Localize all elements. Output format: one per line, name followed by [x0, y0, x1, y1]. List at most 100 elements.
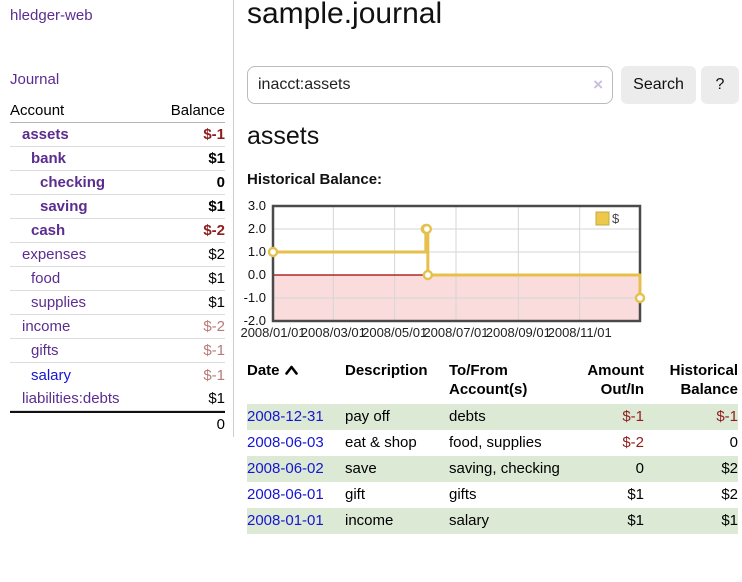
sidebar-account-balance: $1	[208, 294, 225, 311]
sidebar-account-link[interactable]: checking	[40, 174, 106, 191]
transaction-date-link[interactable]: 2008-06-03	[247, 434, 324, 451]
help-button[interactable]: ?	[701, 66, 739, 104]
transaction-description: eat & shop	[345, 434, 417, 451]
sidebar-account-row: bank $1	[10, 147, 225, 171]
sidebar-account-balance: $1	[208, 198, 225, 215]
sidebar-account-link[interactable]: food	[31, 270, 61, 287]
svg-text:-2.0: -2.0	[244, 313, 266, 328]
sidebar-item-journal[interactable]: Journal	[10, 71, 60, 88]
sidebar-account-row: assets $-1	[10, 123, 225, 147]
register-header-row: Date Description To/From Account(s) Amou…	[247, 361, 738, 404]
transaction-amount: $1	[627, 512, 644, 529]
chart-title: Historical Balance:	[247, 171, 383, 188]
app-brand-link[interactable]: hledger-web	[10, 7, 93, 24]
sidebar-account-link[interactable]: gifts	[31, 342, 59, 359]
sidebar-account-link[interactable]: saving	[40, 198, 88, 215]
account-column-header: Account	[10, 102, 65, 119]
transaction-amount: $-1	[622, 408, 644, 425]
transaction-description: save	[345, 460, 377, 477]
transaction-balance: $1	[721, 512, 738, 529]
clear-search-icon[interactable]: ×	[593, 75, 603, 94]
transaction-amount: $-2	[622, 434, 644, 451]
transaction-balance: $2	[721, 486, 738, 503]
svg-text:2008/07/01: 2008/07/01	[423, 325, 488, 340]
total-balance: 0	[216, 415, 225, 433]
sidebar-account-row: supplies $1	[10, 291, 225, 315]
transaction-date-link[interactable]: 2008-06-02	[247, 460, 324, 477]
date-column-header[interactable]: Date	[247, 361, 345, 404]
transaction-description: pay off	[345, 408, 390, 425]
svg-text:1.0: 1.0	[248, 244, 266, 259]
sidebar-account-balance: $-2	[203, 318, 225, 335]
sidebar-divider	[233, 0, 234, 437]
balance-column-header: Balance	[170, 102, 225, 119]
account-balance-table: Account Balance assets $-1 bank $1 check…	[10, 99, 225, 435]
register-row: 2008-06-01 gift gifts $1 $2	[247, 482, 738, 508]
account-heading: assets	[247, 122, 320, 150]
svg-text:2008/01/01: 2008/01/01	[240, 325, 305, 340]
sidebar-account-row: saving $1	[10, 195, 225, 219]
transaction-date-link[interactable]: 2008-06-01	[247, 486, 324, 503]
transaction-balance: 0	[729, 434, 738, 451]
sidebar-account-link[interactable]: assets	[22, 126, 69, 143]
sidebar-account-link[interactable]: income	[22, 318, 71, 335]
page-title: sample.journal	[247, 0, 443, 30]
sidebar-account-link[interactable]: supplies	[31, 294, 87, 311]
sidebar-account-link[interactable]: liabilities:debts	[22, 390, 120, 407]
tofrom-column-header: To/From Account(s)	[449, 362, 528, 398]
sidebar-account-link[interactable]: salary	[31, 366, 72, 384]
sidebar-account-balance: $-1	[203, 126, 225, 143]
sidebar-account-balance: $1	[208, 150, 225, 167]
sidebar-account-balance: $2	[208, 246, 225, 263]
search-button[interactable]: Search	[621, 66, 696, 104]
svg-text:2.0: 2.0	[248, 221, 266, 236]
sidebar-account-row: salary $-1	[10, 363, 225, 387]
historical-balance-chart: $3.0 2.0 1.0 0.0 -1.0 -2.0 2008/01/01 2008/03/0…	[240, 198, 651, 346]
search-form: × Search ?	[247, 66, 739, 104]
transaction-amount: 0	[635, 460, 644, 477]
sidebar-account-balance: $-2	[203, 222, 225, 239]
sidebar-account-row: food $1	[10, 267, 225, 291]
transaction-amount: $1	[627, 486, 644, 503]
transaction-date-link[interactable]: 2008-01-01	[247, 512, 324, 529]
transaction-balance: $2	[721, 460, 738, 477]
register-row: 2008-06-03 eat & shop food, supplies $-2…	[247, 430, 738, 456]
svg-text:2008/11/01: 2008/11/01	[548, 325, 612, 340]
chart-canvas: $3.0 2.0 1.0 0.0 -1.0 -2.02008/01/012008/03/0…	[240, 198, 646, 340]
register-row: 2008-12-31 pay off debts $-1 $-1	[247, 404, 738, 430]
register-row: 2008-06-02 save saving, checking 0 $2	[247, 456, 738, 482]
account-table-header: Account Balance	[10, 99, 225, 123]
sidebar-account-row: gifts $-1	[10, 339, 225, 363]
sidebar-account-link[interactable]: expenses	[22, 246, 87, 263]
account-total-row: 0	[10, 411, 225, 435]
transaction-date-link[interactable]: 2008-12-31	[247, 408, 324, 425]
sidebar-account-link[interactable]: cash	[31, 222, 66, 239]
svg-text:2008/05/01: 2008/05/01	[362, 325, 427, 340]
sidebar-account-row: cash $-2	[10, 219, 225, 243]
transaction-accounts: gifts	[449, 486, 477, 503]
sidebar-account-balance: $-1	[203, 366, 225, 384]
svg-text:2008/03/01: 2008/03/01	[301, 325, 366, 340]
svg-text:0.0: 0.0	[248, 267, 266, 282]
amount-column-header: Amount Out/In	[587, 362, 644, 398]
sidebar-account-row: checking 0	[10, 171, 225, 195]
transaction-accounts: salary	[449, 512, 490, 529]
description-column-header: Description	[345, 362, 428, 379]
search-input[interactable]	[247, 66, 613, 104]
sidebar-account-link[interactable]: bank	[31, 150, 67, 167]
transaction-accounts: debts	[449, 408, 486, 425]
register-table: Date Description To/From Account(s) Amou…	[247, 361, 738, 534]
balance-column-header-main: Historical Balance	[669, 362, 738, 398]
sidebar-account-balance: 0	[216, 174, 225, 191]
transaction-accounts: saving, checking	[449, 460, 560, 477]
sidebar-account-balance: $-1	[203, 342, 225, 359]
sidebar-account-balance: $1	[208, 270, 225, 287]
sidebar-account-balance: $1	[208, 390, 225, 407]
sidebar-account-row: expenses $2	[10, 243, 225, 267]
transaction-description: income	[345, 512, 394, 529]
svg-text:$: $	[612, 211, 620, 226]
register-row: 2008-01-01 income salary $1 $1	[247, 508, 738, 534]
sort-ascending-icon	[284, 365, 298, 375]
svg-text:2008/09/01: 2008/09/01	[486, 325, 551, 340]
transaction-description: gift	[345, 486, 366, 503]
